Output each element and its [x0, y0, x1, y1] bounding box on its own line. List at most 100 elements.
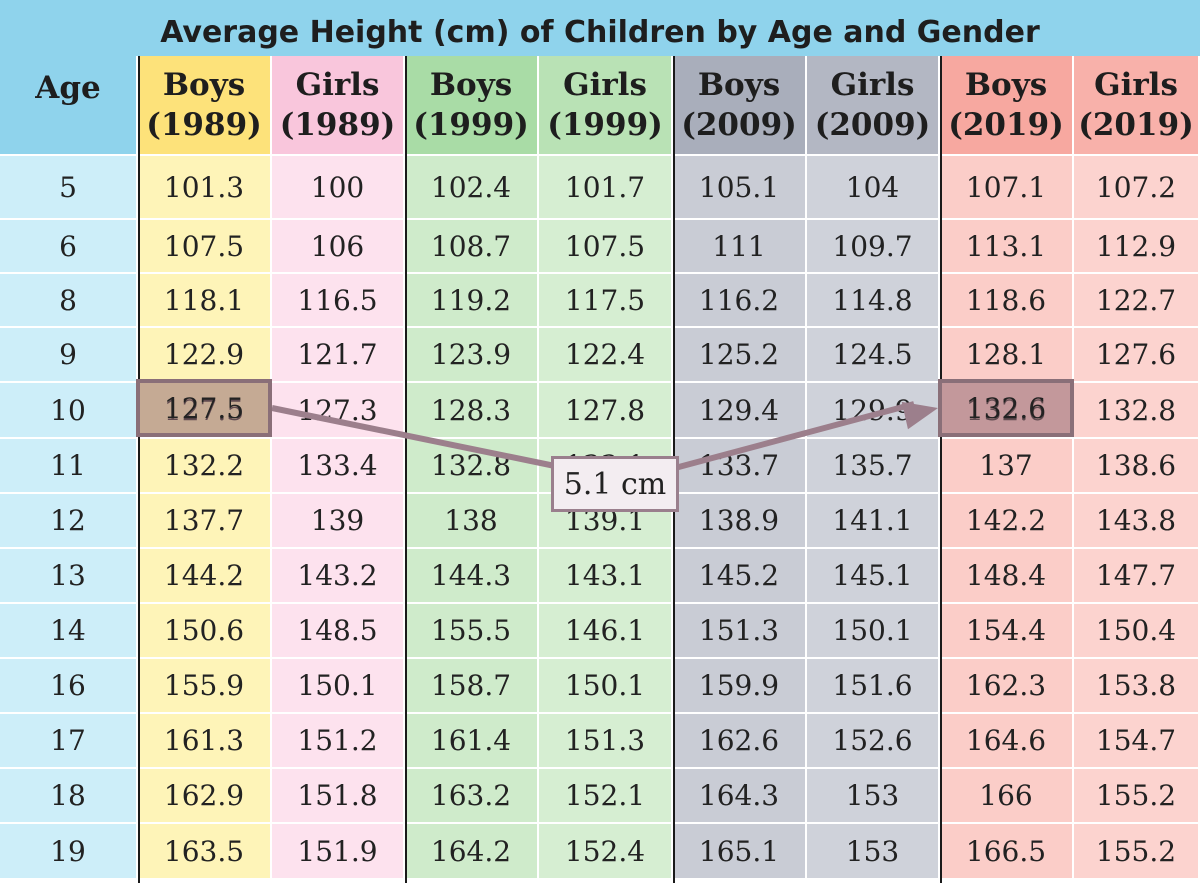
- height-cell: 163.5: [138, 824, 272, 880]
- height-cell: 135.7: [807, 439, 940, 494]
- height-cell: 161.4: [405, 714, 539, 769]
- column-divider: [940, 56, 942, 883]
- column-divider: [138, 56, 140, 883]
- column-header: Boys (1999): [405, 56, 539, 156]
- height-cell: 150.1: [539, 659, 673, 714]
- height-cell: 122.4: [539, 328, 673, 383]
- column-header-label: Boys: [964, 67, 1048, 103]
- height-cell: 119.2: [405, 274, 539, 328]
- age-cell: 14: [0, 604, 138, 659]
- column-header-label: Girls: [563, 67, 647, 103]
- age-cell: 18: [0, 769, 138, 824]
- height-cell: 122.7: [1074, 274, 1200, 328]
- age-cell: 19: [0, 824, 138, 880]
- height-cell: 147.7: [1074, 549, 1200, 604]
- height-cell: 152.6: [807, 714, 940, 769]
- height-cell: 144.2: [138, 549, 272, 604]
- height-cell: 145.2: [673, 549, 807, 604]
- age-cell: 12: [0, 494, 138, 549]
- height-cell: 109.7: [807, 220, 940, 274]
- height-cell: 146.1: [539, 604, 673, 659]
- column-header-year: (1999): [547, 107, 663, 143]
- height-cell: 141.1: [807, 494, 940, 549]
- column-header-label: Boys: [162, 67, 246, 103]
- height-cell: 143.2: [272, 549, 405, 604]
- height-cell: 138.9: [673, 494, 807, 549]
- column-header: Boys (2019): [940, 56, 1074, 156]
- height-cell: 151.6: [807, 659, 940, 714]
- age-cell: 16: [0, 659, 138, 714]
- height-cell: 123.9: [405, 328, 539, 383]
- height-cell: 145.1: [807, 549, 940, 604]
- height-cell: 107.5: [539, 220, 673, 274]
- height-cell: 137.7: [138, 494, 272, 549]
- height-cell: 132.2: [138, 439, 272, 494]
- height-cell: 102.4: [405, 156, 539, 220]
- age-cell: 6: [0, 220, 138, 274]
- height-cell: 152.4: [539, 824, 673, 880]
- height-cell: 101.7: [539, 156, 673, 220]
- height-cell: 127.8: [539, 383, 673, 439]
- highlight-box: [136, 379, 272, 437]
- height-cell: 128.1: [940, 328, 1074, 383]
- column-header-label: Girls: [830, 67, 915, 103]
- column-header-label: Boys: [697, 67, 781, 103]
- highlight-box: [938, 379, 1074, 437]
- height-cell: 151.9: [272, 824, 405, 880]
- height-cell: 155.5: [405, 604, 539, 659]
- column-header-year: (2019): [948, 107, 1064, 143]
- height-cell: 148.5: [272, 604, 405, 659]
- highlighted-value: 132.6: [965, 391, 1047, 425]
- height-cell: 142.2: [940, 494, 1074, 549]
- height-cell: 118.1: [138, 274, 272, 328]
- column-header: Girls (1999): [539, 56, 673, 156]
- arrow-line-right: [674, 401, 915, 471]
- height-cell: 166.5: [940, 824, 1074, 880]
- height-cell: 138.6: [1074, 439, 1200, 494]
- height-cell: 138: [405, 494, 539, 549]
- column-header-year: (1999): [413, 107, 529, 143]
- height-cell: 107.5: [138, 220, 272, 274]
- age-cell: 8: [0, 274, 138, 328]
- age-cell: 5: [0, 156, 138, 220]
- column-header-label: Girls: [295, 67, 380, 103]
- height-cell: 151.3: [539, 714, 673, 769]
- height-cell: 158.7: [405, 659, 539, 714]
- height-cell: 150.1: [807, 604, 940, 659]
- height-cell: 151.2: [272, 714, 405, 769]
- arrow-line-left: [271, 405, 556, 469]
- highlighted-value: 127.5: [163, 391, 245, 425]
- age-cell: 13: [0, 549, 138, 604]
- height-cell: 143.1: [539, 549, 673, 604]
- column-header-year: (1989): [279, 107, 396, 143]
- height-cell: 105.1: [673, 156, 807, 220]
- height-cell: 107.2: [1074, 156, 1200, 220]
- height-cell: 155.2: [1074, 824, 1200, 880]
- height-cell: 128.3: [405, 383, 539, 439]
- height-cell: 137: [940, 439, 1074, 494]
- column-header: Age: [0, 56, 138, 156]
- height-cell: 139: [272, 494, 405, 549]
- age-cell: 9: [0, 328, 138, 383]
- column-header: Girls (2009): [807, 56, 940, 156]
- age-cell: 17: [0, 714, 138, 769]
- height-cell: 154.4: [940, 604, 1074, 659]
- height-cell: 164.6: [940, 714, 1074, 769]
- height-cell: 129.4: [673, 383, 807, 439]
- height-cell: 100: [272, 156, 405, 220]
- height-cell: 116.2: [673, 274, 807, 328]
- age-cell: 10: [0, 383, 138, 439]
- height-cell: 161.3: [138, 714, 272, 769]
- column-header: Girls (2019): [1074, 56, 1200, 156]
- height-cell: 155.2: [1074, 769, 1200, 824]
- height-cell: 153.8: [1074, 659, 1200, 714]
- difference-callout: 5.1 cm: [551, 456, 679, 512]
- height-cell: 114.8: [807, 274, 940, 328]
- height-cell: 106: [272, 220, 405, 274]
- height-cell: 104: [807, 156, 940, 220]
- height-cell: 152.1: [539, 769, 673, 824]
- column-header-label: Boys: [429, 67, 513, 103]
- column-header-label: Girls: [1094, 67, 1178, 103]
